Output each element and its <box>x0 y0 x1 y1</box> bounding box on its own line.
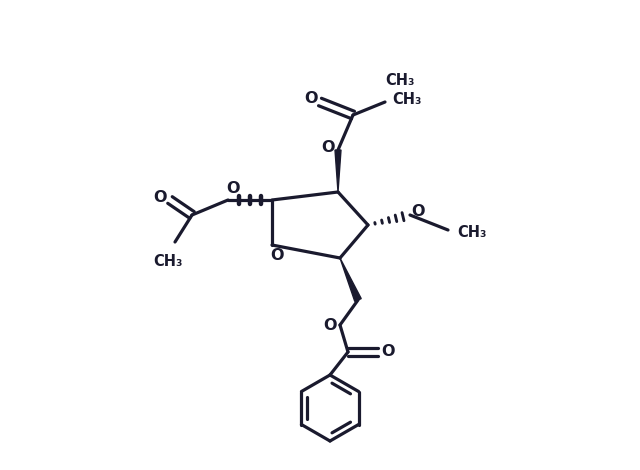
Text: O: O <box>381 345 395 360</box>
Text: O: O <box>153 189 167 204</box>
Text: O: O <box>323 318 337 332</box>
Text: O: O <box>227 180 240 196</box>
Text: O: O <box>304 91 317 105</box>
Text: CH₃: CH₃ <box>154 254 182 269</box>
Polygon shape <box>340 258 361 301</box>
Text: O: O <box>321 140 335 155</box>
Text: CH₃: CH₃ <box>392 92 422 107</box>
Text: O: O <box>412 204 425 219</box>
Text: O: O <box>270 249 284 264</box>
Polygon shape <box>335 150 341 192</box>
Text: CH₃: CH₃ <box>385 72 414 87</box>
Text: CH₃: CH₃ <box>458 225 486 240</box>
